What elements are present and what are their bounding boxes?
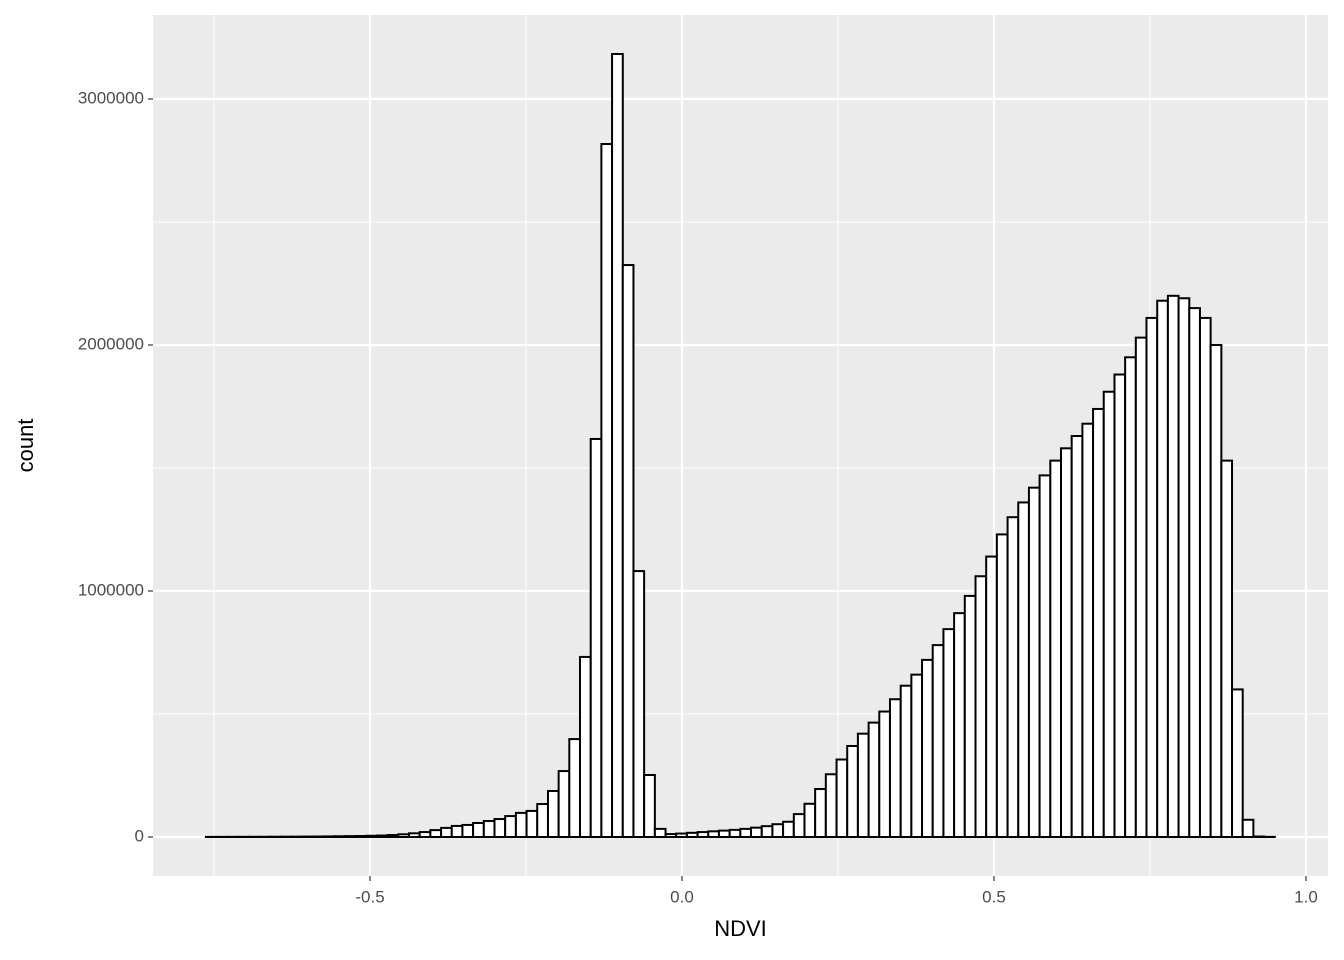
bar [739,827,753,838]
bar [1049,459,1063,838]
bar [578,655,592,838]
bar [985,555,998,838]
bar [1177,297,1191,838]
bar [1124,356,1137,838]
bar [696,831,710,838]
bar [1209,343,1223,838]
bar [792,813,806,838]
bar [493,818,507,838]
bar [899,684,913,838]
bar [632,570,646,838]
bar [621,264,635,838]
y-tick-label: 1000000 [78,580,144,599]
bar [942,628,956,838]
bar [963,594,977,838]
x-axis-title: NDVI [714,916,767,941]
bar [675,832,688,838]
bar [333,835,346,838]
bar [1220,459,1234,838]
bar [1060,447,1073,838]
x-tick-label: -0.5 [355,887,384,906]
bar [1113,373,1127,838]
bar [771,823,785,838]
bar [643,774,656,838]
bar [365,834,378,838]
bar [974,575,988,838]
bar [1231,688,1244,838]
bar [386,834,400,838]
bar [1038,474,1052,838]
bar [750,826,763,838]
bar [931,644,945,838]
bar [546,789,560,838]
bar [814,788,827,838]
bar [450,824,464,838]
bar [1188,307,1201,838]
bar [343,835,357,838]
bar [1166,294,1180,838]
bar [1006,516,1020,838]
bar [878,710,891,838]
bar [664,833,678,838]
x-tick-label: 0.0 [670,887,694,906]
bar [375,834,389,838]
bar [440,826,453,838]
y-axis-title: count [13,419,38,473]
bar [408,832,421,838]
bar [536,803,549,838]
bar [824,773,838,838]
bar [760,825,774,838]
bar [504,815,517,838]
bar [1241,818,1255,838]
bar [354,835,368,838]
x-tick-label: 1.0 [1294,887,1318,906]
bar [557,770,571,838]
bar [589,437,603,838]
x-tick-label: 0.5 [982,887,1006,906]
y-tick-label: 0 [135,826,144,845]
bar [472,821,485,838]
bar [728,828,742,838]
bar [322,835,336,838]
bar [1145,316,1159,838]
bar [1017,501,1030,838]
bar [1102,390,1116,838]
bar [611,52,624,838]
bar [568,738,581,838]
bar [653,827,667,838]
bar [803,802,817,838]
bar [1134,336,1148,838]
bar [782,820,795,838]
bar [429,829,443,838]
bar [835,758,849,838]
bar [514,811,528,838]
bar [867,721,881,838]
bar [1156,299,1169,838]
bar [1081,422,1095,838]
bar [846,744,859,838]
bar [888,698,902,838]
bar [1070,435,1084,838]
bar [921,658,934,838]
bar [856,732,870,838]
bar [418,831,432,838]
bar [482,820,496,838]
bar [1092,407,1105,838]
bar [717,829,731,838]
bar [525,809,539,838]
bar [707,830,720,838]
bar [910,673,924,838]
bar [1027,486,1041,838]
y-tick-label: 2000000 [78,334,144,353]
bar [461,823,475,838]
bar [995,533,1009,838]
bar [600,143,614,838]
y-tick-label: 3000000 [78,88,144,107]
bar [953,612,966,838]
bar [397,833,411,838]
bar [685,831,699,838]
bar [1198,316,1212,838]
